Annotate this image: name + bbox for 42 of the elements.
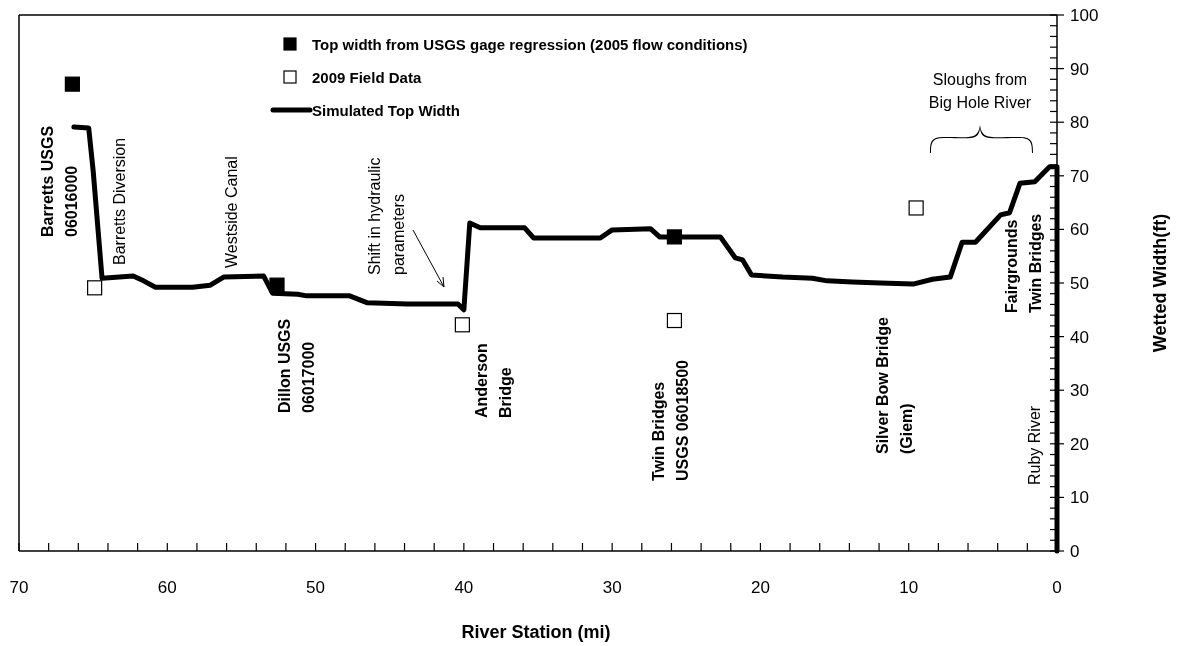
x-tick-label: 0 bbox=[1052, 578, 1062, 597]
annotation: Dillon USGS 06017000 bbox=[276, 318, 317, 413]
annotation: Ruby River bbox=[1026, 405, 1043, 485]
annotation: Fairgrounds Twin Bridges bbox=[1003, 213, 1044, 313]
point bbox=[64, 76, 80, 92]
y-axis-title: Wetted Width(ft) bbox=[1150, 213, 1170, 353]
legend-label: Top width from USGS gage regression (2005 flow conditions) bbox=[312, 36, 748, 53]
y-tick-label: 70 bbox=[1070, 166, 1089, 186]
y-tick-label: 50 bbox=[1070, 274, 1089, 293]
point bbox=[908, 200, 924, 216]
y-tick-label: 30 bbox=[1070, 381, 1089, 401]
y-tick-label: 0 bbox=[1070, 542, 1080, 561]
legend-label: Simulated Top Width bbox=[312, 102, 460, 119]
x-tick-label: 60 bbox=[157, 578, 177, 597]
y-tick-label: 80 bbox=[1070, 113, 1089, 133]
annotation: Westside Canal bbox=[223, 156, 240, 268]
y-tick-label: 90 bbox=[1070, 59, 1089, 79]
annotation: Silver Bow Bridge (Giem) bbox=[874, 316, 915, 454]
x-tick-label: 70 bbox=[9, 578, 29, 597]
y-tick-label: 100 bbox=[1070, 6, 1099, 25]
x-tick-label: 30 bbox=[602, 578, 622, 597]
annotation: Barretts USGS 06016000 bbox=[39, 125, 80, 237]
x-tick-label: 50 bbox=[306, 578, 326, 597]
point bbox=[87, 280, 103, 296]
annotation: Barretts Diversion bbox=[111, 137, 128, 265]
annotation: Anderson Bridge bbox=[473, 343, 514, 418]
x-tick-label: 40 bbox=[454, 578, 474, 597]
y-tick-label: 20 bbox=[1070, 434, 1089, 454]
y-tick-label: 40 bbox=[1070, 327, 1089, 347]
point bbox=[666, 229, 683, 245]
x-axis-title: River Station (mi) bbox=[461, 622, 611, 642]
annotation: Shift in hydraulic parameters bbox=[366, 157, 407, 275]
annotation: Sloughs from Big Hole River bbox=[928, 71, 1032, 111]
x-tick-label: 20 bbox=[750, 578, 770, 597]
point bbox=[666, 312, 683, 329]
legend-label: 2009 Field Data bbox=[312, 69, 422, 86]
point bbox=[454, 317, 470, 333]
annotation: Twin Bridges USGS 06018500 bbox=[650, 359, 691, 481]
point bbox=[269, 277, 285, 293]
x-tick-label: 10 bbox=[899, 578, 919, 597]
y-tick-label: 10 bbox=[1070, 488, 1089, 508]
y-tick-label: 60 bbox=[1070, 220, 1089, 240]
